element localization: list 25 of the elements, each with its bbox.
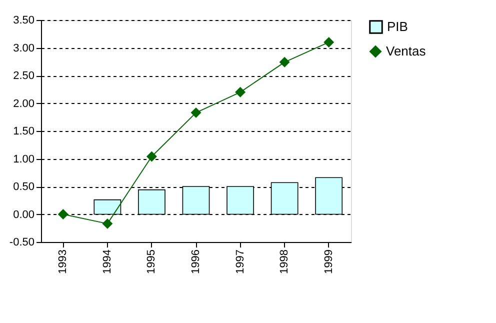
legend-label: Ventas <box>386 44 426 58</box>
x-tick-label: 1996 <box>190 250 202 274</box>
x-tick-label: 1993 <box>57 250 70 274</box>
x-tick-label: 1995 <box>146 250 158 274</box>
legend-label: PIB <box>387 19 408 34</box>
point <box>190 107 202 118</box>
point <box>279 56 290 68</box>
y-tick-label: 1.50 <box>13 126 34 138</box>
x-tick-label: 1998 <box>278 250 291 274</box>
y-tick-label: -0.50 <box>9 236 34 248</box>
y-tick-label: 0.00 <box>13 208 34 221</box>
y-tick-label: 0.50 <box>13 181 34 193</box>
y-tick-label: 1.00 <box>13 153 34 166</box>
point <box>146 151 157 162</box>
point <box>102 218 113 229</box>
y-tick-label: 3.50 <box>13 14 34 26</box>
x-tick-label: 1999 <box>322 250 335 274</box>
x-tick-label: 1997 <box>234 250 246 274</box>
y-tick-label: 2.00 <box>13 98 34 110</box>
point <box>235 86 246 98</box>
point <box>324 36 334 48</box>
x-tick-label: 1994 <box>101 250 114 274</box>
y-tick-label: 3.00 <box>13 42 34 54</box>
point <box>58 209 68 220</box>
y-tick-label: 2.50 <box>13 70 34 82</box>
